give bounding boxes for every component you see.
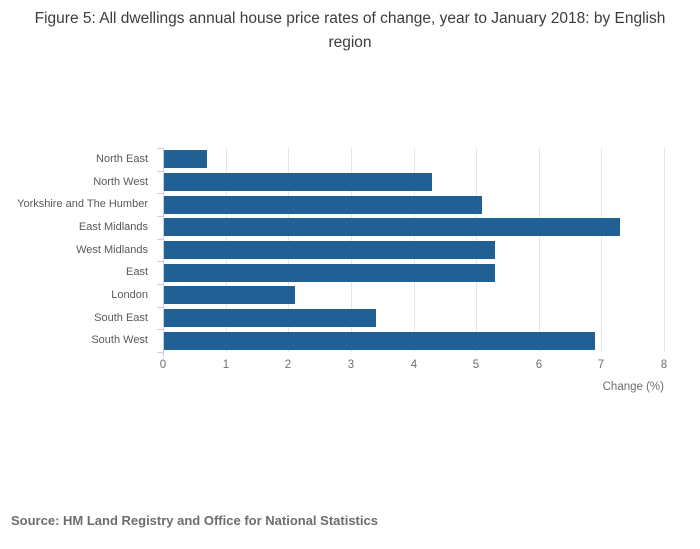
category-label-south-west: South West bbox=[91, 334, 148, 347]
chart-title: Figure 5: All dwellings annual house pri… bbox=[34, 10, 666, 51]
x-tick-label-7: 7 bbox=[597, 359, 605, 371]
x-tick-label-4: 4 bbox=[410, 359, 418, 371]
y-axis-tick bbox=[157, 307, 163, 308]
category-label-london: London bbox=[111, 289, 148, 301]
category-label-north-east: North East bbox=[96, 153, 148, 165]
bar-east bbox=[163, 264, 495, 282]
gridline-x-7 bbox=[600, 148, 602, 352]
x-tick-label-0: 0 bbox=[159, 359, 167, 371]
x-tick-label-8: 8 bbox=[660, 359, 668, 371]
source-note: Source: HM Land Registry and Office for … bbox=[11, 513, 378, 528]
category-label-yorkshire-and-the-humber: Yorkshire and The Humber bbox=[17, 198, 148, 211]
bar-london bbox=[163, 286, 295, 304]
x-tick-label-6: 6 bbox=[535, 359, 543, 371]
y-axis-tick bbox=[157, 261, 163, 262]
category-label-east-midlands: East Midlands bbox=[78, 221, 148, 233]
y-axis-tick bbox=[157, 171, 163, 172]
plot-area bbox=[163, 148, 665, 352]
x-tick-label-2: 2 bbox=[284, 359, 292, 371]
category-axis-labels: North East North West Yorkshire and The Hu… bbox=[0, 148, 148, 352]
bar-south-east bbox=[163, 309, 376, 327]
x-tick-label-3: 3 bbox=[347, 359, 355, 371]
y-axis-tick bbox=[157, 216, 163, 217]
bar-north-east bbox=[163, 150, 207, 168]
category-label-south-east: South East bbox=[94, 311, 148, 324]
x-tick-label-1: 1 bbox=[222, 359, 230, 371]
category-label-north-west: North West bbox=[93, 175, 148, 188]
category-label-west-midlands: West Midlands bbox=[76, 243, 148, 256]
category-label-east: East bbox=[125, 266, 148, 279]
y-axis-tick bbox=[157, 148, 163, 149]
y-axis-tick bbox=[157, 284, 163, 285]
x-tick-label-5: 5 bbox=[472, 359, 480, 371]
y-axis-tick bbox=[157, 239, 163, 240]
y-axis-tick bbox=[157, 352, 163, 353]
y-axis-line bbox=[163, 148, 164, 357]
x-axis-title: Change (%) bbox=[602, 381, 664, 393]
bar-north-west bbox=[163, 173, 432, 191]
bar-yorkshire-and-the-humber bbox=[163, 196, 482, 214]
gridline-x-8 bbox=[663, 148, 665, 352]
bar-south-west bbox=[163, 332, 595, 350]
gridline-x-6 bbox=[538, 148, 540, 352]
y-axis-tick bbox=[157, 193, 163, 194]
bar-east-midlands bbox=[163, 218, 620, 236]
y-axis-tick bbox=[157, 329, 163, 330]
bar-west-midlands bbox=[163, 241, 495, 259]
